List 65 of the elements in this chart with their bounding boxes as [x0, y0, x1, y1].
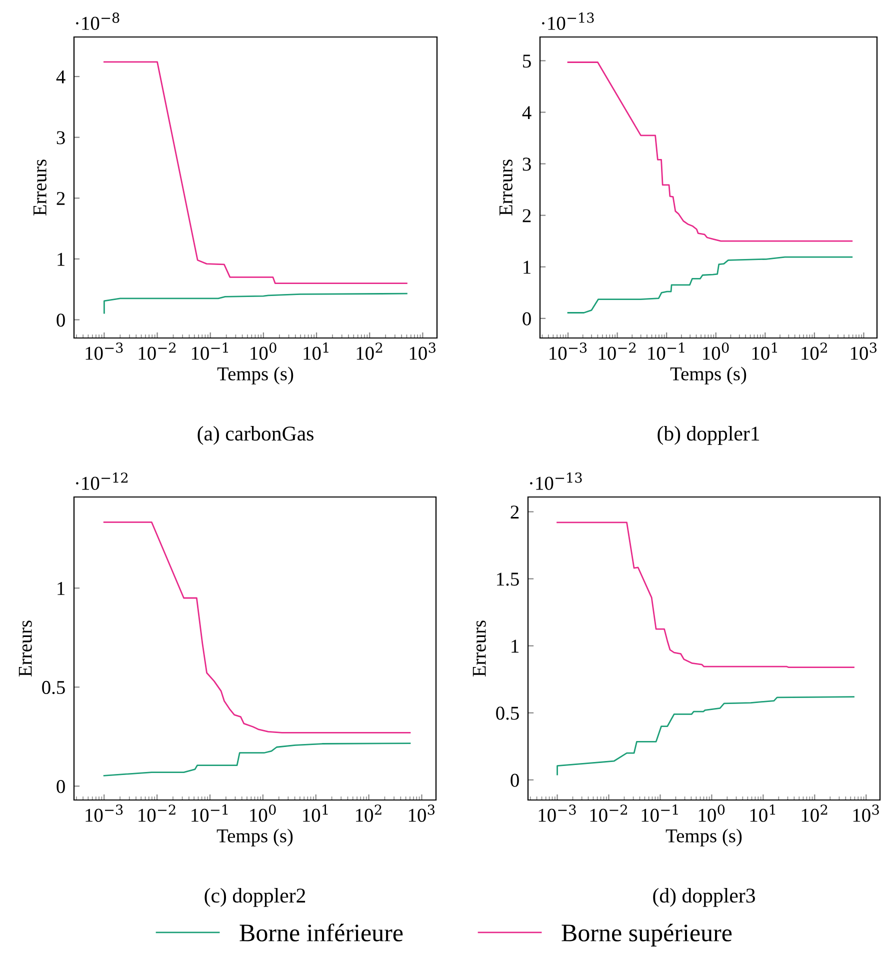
- y-axis-title: Erreurs: [500, 160, 512, 216]
- x-tick-label: 10$^{−3}$: [538, 804, 576, 822]
- y-tick-label: 4: [522, 106, 532, 119]
- x-tick-label: 10$^{−3}$: [86, 342, 123, 360]
- x-tick-label: 10$^{2}$: [802, 804, 828, 822]
- y-tick-label: 1: [58, 582, 64, 595]
- y-tick-label: 0.5: [42, 680, 65, 694]
- x-axis-title: Temps (s): [217, 366, 294, 384]
- x-tick-label: 10$^{1}$: [303, 804, 328, 822]
- x-tick-label: 10$^{3}$: [410, 342, 436, 360]
- x-tick-label: 10$^{0}$: [250, 342, 276, 360]
- y-tick-label: 5: [523, 54, 531, 68]
- text: ·10$^{−8}$: [76, 12, 120, 30]
- x-tick-label: 10$^{2}$: [802, 342, 827, 360]
- x-tick-label: 10$^{3}$: [408, 804, 435, 822]
- x-tick-label: 10$^{−2}$: [138, 804, 176, 822]
- y-axis-title: Erreurs: [18, 620, 32, 677]
- x-tick-label: 10$^{−2}$: [590, 804, 627, 822]
- x-tick-label: 10$^{−1}$: [192, 804, 228, 822]
- x-axis-title: Temps (s): [216, 828, 293, 846]
- x-tick-label: 10$^{1}$: [750, 804, 776, 822]
- x-tick-label: 10$^{1}$: [752, 342, 778, 360]
- y-tick-label: 1: [524, 260, 530, 274]
- y-tick-label: 2: [510, 506, 519, 518]
- y-tick-label: 0.5: [496, 706, 519, 720]
- x-tick-label: 10$^{3}$: [853, 804, 879, 822]
- x-tick-label: 10$^{0}$: [703, 342, 729, 360]
- legend-label: Borne supérieure: [562, 924, 732, 946]
- y-tick-label: 0: [56, 780, 65, 794]
- text: ·10$^{−13}$: [530, 472, 582, 490]
- x-tick-label: 10$^{1}$: [304, 342, 328, 360]
- y-axis-title: Erreurs: [472, 620, 486, 677]
- x-tick-label: 10$^{−2}$: [138, 342, 176, 360]
- x-tick-label: 10$^{−2}$: [598, 342, 636, 360]
- text: ·10$^{−13}$: [542, 12, 594, 30]
- x-axis-title: Temps (s): [666, 828, 742, 846]
- x-axis-title: Temps (s): [670, 366, 746, 384]
- y-tick-label: 0: [56, 314, 65, 327]
- y-tick-label: 1: [58, 252, 64, 266]
- y-tick-label: 4: [56, 70, 66, 84]
- y-tick-label: 0: [522, 312, 531, 326]
- x-tick-label: 10$^{3}$: [850, 342, 877, 360]
- x-tick-label: 10$^{0}$: [250, 804, 276, 822]
- x-tick-label: 10$^{−3}$: [550, 342, 587, 360]
- x-tick-label: 10$^{0}$: [698, 804, 725, 822]
- text: ·10$^{−12}$: [76, 472, 128, 490]
- text: (c) doppler2: [204, 888, 306, 907]
- text: (a) carbonGas: [198, 426, 314, 445]
- y-axis-title: Erreurs: [34, 160, 46, 216]
- text: (b) doppler1: [658, 426, 760, 445]
- x-tick-label: 10$^{−1}$: [648, 342, 684, 360]
- x-tick-label: 10$^{−1}$: [192, 342, 228, 360]
- x-tick-label: 10$^{2}$: [356, 804, 382, 822]
- y-tick-label: 3: [522, 158, 531, 171]
- legend-label: Borne inférieure: [240, 924, 403, 942]
- y-tick-label: 2: [56, 192, 65, 205]
- y-tick-label: 1.5: [497, 572, 519, 586]
- y-tick-label: 1: [512, 640, 518, 653]
- y-tick-label: 0: [510, 774, 519, 787]
- text: (d) doppler3: [653, 888, 755, 907]
- x-tick-label: 10$^{−3}$: [86, 804, 123, 822]
- x-tick-label: 10$^{−1}$: [642, 804, 678, 822]
- y-tick-label: 2: [522, 209, 531, 222]
- y-tick-label: 3: [56, 131, 65, 144]
- x-tick-label: 10$^{2}$: [356, 342, 382, 360]
